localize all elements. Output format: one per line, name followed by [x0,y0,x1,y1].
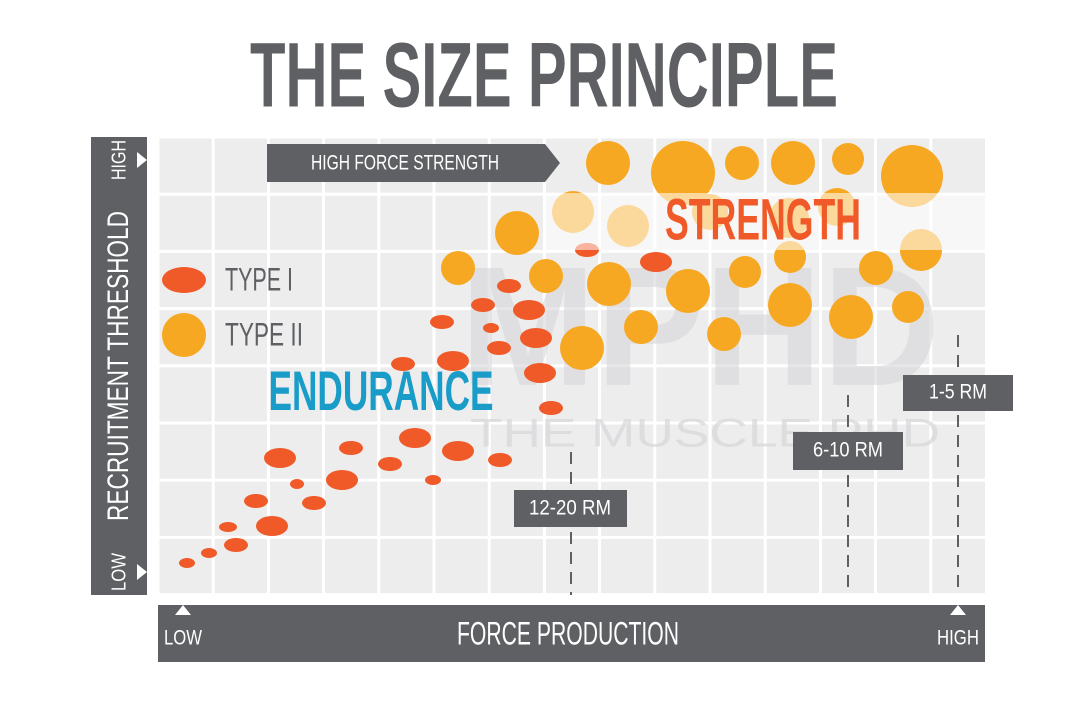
type-i-fiber [483,323,499,333]
type-ii-fiber [829,295,873,339]
type-i-fiber [487,341,511,355]
rep-label: 6-10 RM [813,439,883,462]
type-i-fiber [524,363,556,383]
legend-label: TYPE I [225,261,293,297]
rep-box [793,432,903,470]
type-i-fiber [339,441,363,455]
title: THE SIZE PRINCIPLE [250,24,838,126]
type-i-fiber [219,522,237,532]
type-i-fiber [520,328,552,348]
type-ii-fiber [586,141,630,185]
rep-box [514,490,627,527]
type-i-fiber [640,252,672,272]
type-i-fiber [488,453,512,467]
rep-box [903,375,1013,411]
strength-band [545,193,985,250]
y-axis-high: HIGH [108,140,130,180]
type-i-fiber [179,558,195,568]
strength-label: STRENGTH [665,187,861,252]
type-ii-fiber [729,256,761,288]
legend-swatch [162,313,206,357]
type-ii-fiber [859,251,893,285]
y-axis-bar [91,137,147,595]
type-ii-fiber [725,146,759,180]
type-ii-fiber [666,269,710,313]
type-i-fiber [471,298,495,312]
type-ii-fiber [881,145,943,207]
x-axis-low: LOW [164,627,202,650]
banner [267,144,560,182]
x-axis-label: FORCE PRODUCTION [457,615,679,651]
y-axis-low: LOW [108,553,130,591]
type-i-fiber [326,470,358,490]
banner-text: HIGH FORCE STRENGTH [311,152,499,175]
rep-label: 12-20 RM [529,497,611,520]
type-i-fiber [539,401,563,415]
type-ii-fiber [560,326,604,370]
x-axis-high: HIGH [937,627,979,650]
type-i-fiber [264,448,296,468]
type-i-fiber [430,315,454,329]
type-i-fiber [290,479,304,489]
type-i-fiber [391,357,415,371]
x-axis-bar [158,605,985,662]
type-i-fiber [201,548,217,558]
type-ii-fiber [832,143,864,175]
type-i-fiber [302,496,326,510]
type-i-fiber [399,428,431,448]
type-ii-fiber [651,141,715,205]
type-i-fiber [256,516,288,536]
type-i-fiber [442,441,474,461]
type-i-fiber [425,475,441,485]
type-ii-fiber [707,317,741,351]
type-ii-fiber [441,251,475,285]
type-ii-fiber [529,259,563,293]
type-ii-fiber [771,141,815,185]
type-i-fiber [513,300,545,320]
type-i-fiber [437,351,469,371]
type-ii-fiber [587,262,631,306]
endurance-label: ENDURANCE [269,359,494,422]
type-i-fiber [244,494,268,508]
legend-label: TYPE II [225,316,303,352]
rep-label: 1-5 RM [929,381,987,404]
legend-swatch [162,267,206,293]
type-i-fiber [378,457,402,471]
type-ii-fiber [495,211,539,255]
type-i-fiber [497,279,521,293]
type-ii-fiber [892,291,924,323]
type-ii-fiber [768,283,812,327]
type-ii-fiber [624,310,658,344]
type-i-fiber [224,538,248,552]
y-axis-label: RECRUITMENT THRESHOLD [102,211,135,521]
